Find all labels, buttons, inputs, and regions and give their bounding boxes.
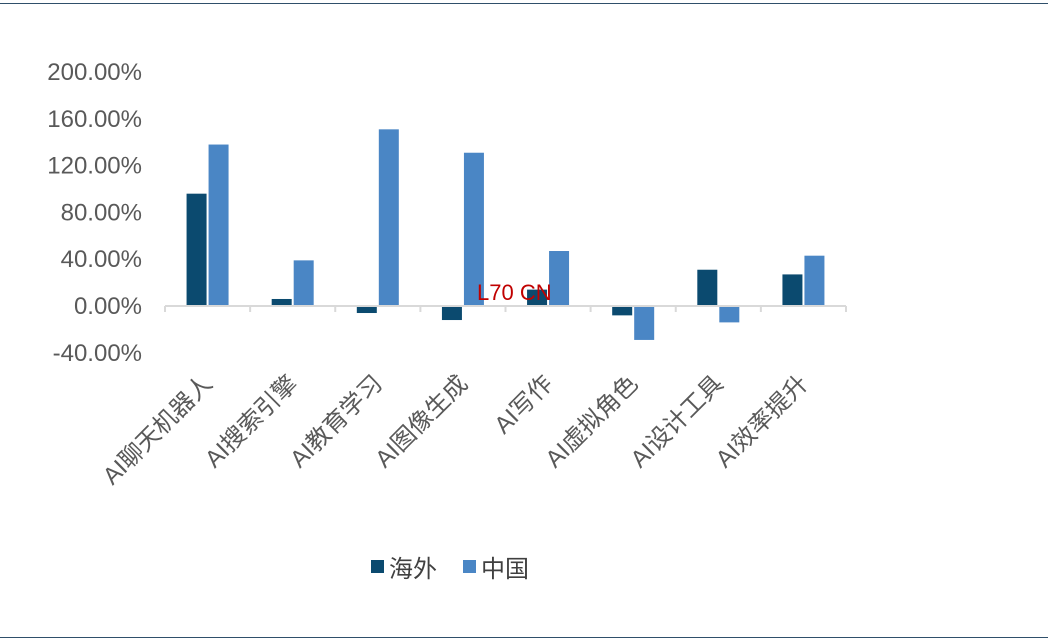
bar-overseas	[271, 298, 292, 306]
category-label: AI写作	[489, 370, 558, 439]
legend-label-overseas: 海外	[389, 556, 437, 583]
bar-overseas	[527, 289, 548, 306]
legend-swatch-overseas	[371, 560, 384, 573]
bottom-rule	[0, 637, 1048, 638]
y-tick-label: 200.00%	[47, 59, 142, 86]
y-tick-label: 0.00%	[74, 293, 142, 320]
bars	[186, 129, 825, 340]
legend-label-china: 中国	[481, 556, 529, 583]
legend: 海外 中国	[371, 556, 529, 583]
bar-overseas	[612, 306, 633, 316]
bar-china	[293, 260, 314, 306]
y-tick-label: 80.00%	[61, 199, 142, 226]
watermark-text: L70 CN	[477, 280, 552, 305]
y-tick-label: 40.00%	[61, 246, 142, 273]
bar-china	[634, 306, 655, 340]
category-label: AI图像生成	[370, 370, 473, 473]
top-rule	[0, 3, 1048, 4]
category-label: AI效率提升	[711, 370, 814, 473]
legend-swatch-china	[463, 560, 476, 573]
y-tick-label: -40.00%	[53, 340, 142, 367]
bar-overseas	[782, 274, 803, 306]
y-tick-label: 160.00%	[47, 106, 142, 133]
bar-china	[804, 255, 825, 306]
bar-china	[463, 152, 484, 306]
bar-china	[719, 306, 740, 323]
y-axis-tick-labels: 200.00% 160.00% 120.00% 80.00% 40.00% 0.00% -4…	[47, 59, 142, 367]
bar-china	[549, 251, 570, 306]
y-tick-label: 120.00%	[47, 153, 142, 180]
bar-china	[378, 129, 399, 306]
bar-overseas	[186, 193, 207, 306]
category-label: AI聊天机器人	[98, 370, 218, 490]
bar-china	[208, 144, 229, 306]
bar-overseas	[356, 306, 377, 314]
bar-overseas	[697, 269, 718, 306]
bar-overseas	[441, 306, 462, 321]
x-axis	[164, 305, 847, 312]
